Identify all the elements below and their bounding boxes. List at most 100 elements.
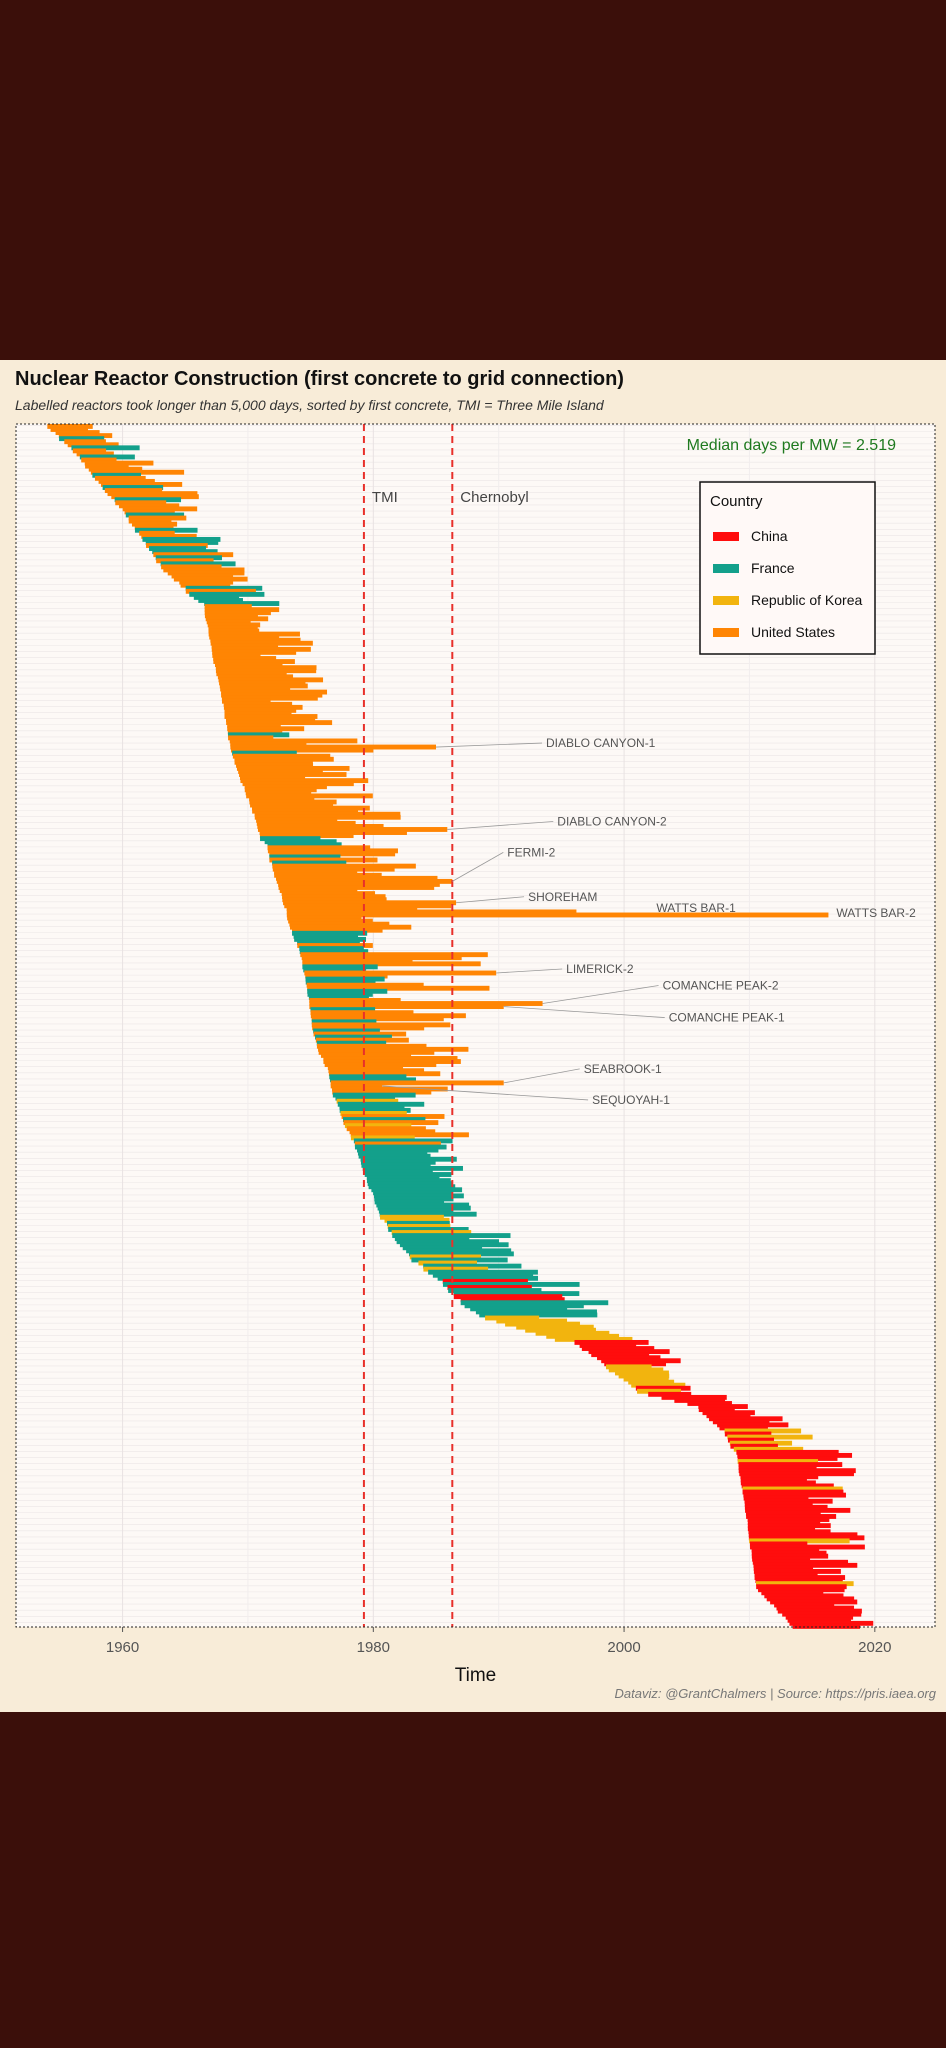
reactor-bar bbox=[204, 610, 271, 616]
reactor-bar bbox=[368, 1184, 456, 1190]
reactor-bar bbox=[189, 591, 265, 597]
reactor-bar bbox=[167, 570, 245, 576]
reactor-bar bbox=[782, 1611, 862, 1617]
reactor-bar bbox=[332, 1089, 432, 1095]
reactor-bar bbox=[161, 564, 222, 570]
reactor-bar bbox=[525, 1327, 596, 1333]
reactor-bar bbox=[698, 1404, 748, 1409]
reactor-bar bbox=[118, 503, 180, 509]
reactor-bar bbox=[212, 649, 297, 655]
reactor-bar bbox=[115, 500, 167, 506]
reactor-bar bbox=[252, 805, 370, 811]
reactor-bar bbox=[554, 1336, 633, 1342]
reactor-bar bbox=[249, 796, 315, 802]
reactor-bar bbox=[81, 457, 117, 463]
reactor-bar bbox=[448, 1288, 542, 1293]
reactor-bar bbox=[55, 430, 100, 435]
reactor-bar bbox=[220, 686, 291, 692]
legend-swatch-republic-of-korea bbox=[713, 596, 739, 605]
reactor-bar bbox=[323, 1056, 458, 1061]
chart-caption: Dataviz: @GrantChalmers | Source: https:… bbox=[614, 1686, 936, 1701]
reactor-bar bbox=[134, 527, 198, 533]
reactor-bar bbox=[287, 915, 362, 921]
reactor-bar bbox=[597, 1355, 661, 1361]
legend-swatch-united-states bbox=[713, 628, 739, 637]
reactor-bar bbox=[744, 1498, 833, 1504]
leader-line bbox=[503, 1068, 580, 1084]
x-axis-label: Time bbox=[455, 1665, 497, 1686]
reactor-bar bbox=[320, 1052, 412, 1058]
reactor-bar bbox=[256, 820, 356, 826]
reactor-bar bbox=[357, 1150, 428, 1156]
reactor-bar bbox=[269, 857, 378, 863]
reactor-bar bbox=[343, 1120, 439, 1126]
reactor-bar bbox=[250, 802, 334, 808]
reactor-bar bbox=[274, 872, 382, 878]
reactor-bar bbox=[354, 1141, 441, 1147]
reactor-bar bbox=[764, 1593, 844, 1599]
reactor-bar bbox=[349, 1129, 436, 1135]
reactor-bar bbox=[305, 979, 376, 985]
reactor-bar bbox=[588, 1349, 670, 1355]
bar-diablo-canyon-1 bbox=[230, 744, 437, 750]
reactor-bar bbox=[744, 1501, 813, 1507]
reactor-bar bbox=[350, 1132, 469, 1138]
reactor-bar bbox=[234, 756, 334, 762]
reactor-bar bbox=[752, 1559, 849, 1565]
reactor-bar bbox=[272, 860, 347, 866]
reactor-bar bbox=[205, 616, 269, 622]
reactor-bar bbox=[305, 973, 388, 979]
reactor-bar bbox=[264, 839, 337, 845]
reactor-bar bbox=[579, 1343, 637, 1348]
reactor-bar bbox=[730, 1443, 778, 1449]
reactor-bar bbox=[733, 1446, 804, 1452]
reactor-bar bbox=[114, 497, 182, 503]
event-label-chernobyl: Chernobyl bbox=[460, 489, 528, 506]
reactor-bar bbox=[193, 594, 240, 600]
reactor-bar bbox=[179, 579, 234, 585]
reactor-bar bbox=[354, 1144, 447, 1150]
reactor-bar bbox=[342, 1117, 426, 1122]
reactor-bar bbox=[294, 936, 367, 942]
reactor-bar bbox=[289, 924, 412, 930]
reactor-bar bbox=[623, 1376, 669, 1382]
chart-svg: TMI Chernobyl DIABLO CANYON-1 DIABLO CANYON… bbox=[15, 423, 936, 1686]
reactor-bar bbox=[160, 561, 236, 567]
reactor-bar bbox=[661, 1394, 727, 1400]
reactor-bar bbox=[674, 1398, 726, 1403]
reactor-bar bbox=[226, 720, 333, 726]
reactor-label-diablo-canyon-1: DIABLO CANYON-1 bbox=[546, 736, 656, 750]
legend-label-united-states: United States bbox=[751, 624, 835, 640]
reactor-bar bbox=[362, 1165, 463, 1171]
reactor-bar bbox=[223, 704, 303, 710]
chart-card: Nuclear Reactor Construction (first conc… bbox=[0, 360, 946, 1712]
reactor-bar bbox=[752, 1556, 811, 1562]
reactor-bar bbox=[269, 854, 341, 860]
reactor-bar bbox=[221, 689, 328, 695]
reactor-bar bbox=[307, 985, 490, 991]
reactor-bar bbox=[475, 1309, 597, 1315]
reactor-bar bbox=[418, 1260, 478, 1266]
reactor-bar bbox=[219, 680, 306, 686]
chart-title: Nuclear Reactor Construction (first conc… bbox=[15, 368, 624, 390]
reactor-bar bbox=[396, 1239, 500, 1245]
reactor-bar bbox=[608, 1367, 664, 1373]
reactor-bar bbox=[260, 836, 321, 842]
legend-swatch-france bbox=[713, 564, 739, 573]
reactor-bar bbox=[227, 732, 290, 738]
reactor-bar bbox=[185, 585, 263, 591]
reactor-label-diablo-canyon-2: DIABLO CANYON-2 bbox=[557, 814, 667, 828]
reactor-bar bbox=[756, 1584, 847, 1590]
reactor-bar bbox=[307, 988, 388, 994]
reactor-bar bbox=[213, 659, 295, 664]
reactor-bar bbox=[279, 888, 358, 893]
legend-label-china: China bbox=[751, 528, 788, 544]
reactor-bar bbox=[229, 738, 358, 744]
leader-line bbox=[456, 896, 525, 904]
reactor-bar bbox=[604, 1361, 666, 1367]
reactor-bar bbox=[309, 998, 401, 1003]
reactor-bar bbox=[204, 607, 280, 613]
reactor-bar bbox=[740, 1480, 816, 1486]
reactor-bar bbox=[254, 811, 401, 817]
reactor-bar bbox=[748, 1535, 865, 1541]
